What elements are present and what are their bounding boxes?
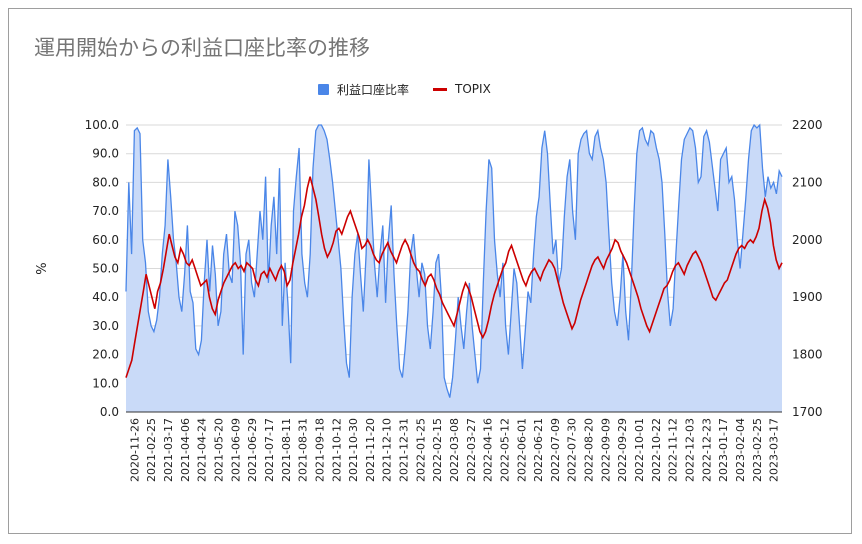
x-tick-label: 2021-10-30 [347, 418, 360, 482]
y-left-tick-label: 30.0 [92, 319, 119, 333]
legend-item-topix[interactable]: TOPIX [433, 82, 491, 96]
y-left-tick-label: 40.0 [92, 290, 119, 304]
x-tick-label: 2022-02-15 [431, 418, 444, 482]
y-left-tick-label: 90.0 [92, 147, 119, 161]
legend-label-profit-ratio: 利益口座比率 [337, 82, 410, 97]
x-tick-label: 2023-02-25 [751, 418, 764, 482]
y-left-tick-label: 0.0 [100, 405, 119, 419]
x-tick-label: 2021-09-18 [313, 418, 326, 482]
y-left-tick-label: 60.0 [92, 233, 119, 247]
legend-swatch-topix [433, 87, 448, 91]
y-right-tick-label: 2200 [792, 118, 823, 132]
x-tick-label: 2021-12-10 [381, 418, 394, 482]
x-tick-label: 2021-08-31 [297, 418, 310, 482]
y-axis-left-title: % [35, 262, 50, 274]
x-tick-label: 2022-06-01 [515, 418, 528, 482]
x-tick-label: 2022-11-12 [667, 418, 680, 482]
x-tick-label: 2021-04-06 [179, 418, 192, 482]
legend-label-topix: TOPIX [455, 82, 491, 96]
x-tick-label: 2021-04-24 [196, 418, 209, 482]
x-tick-label: 2021-07-17 [263, 418, 276, 482]
y-axis-left-ticks: 0.0 10.0 20.0 30.0 40.0 50.0 60.0 70.0 80.0 90.0 1… [85, 118, 119, 419]
x-tick-label: 2022-07-30 [566, 418, 579, 482]
y-right-tick-label: 1700 [792, 405, 823, 419]
x-tick-label: 2021-02-25 [145, 418, 158, 482]
y-right-tick-label: 2100 [792, 175, 823, 189]
legend: 利益口座比率 TOPIX [318, 80, 515, 98]
x-tick-label: 2021-11-20 [364, 418, 377, 482]
x-tick-label: 2021-10-12 [330, 418, 343, 482]
x-tick-label: 2020-11-26 [128, 418, 141, 482]
y-axis-right-ticks: 1700 1800 1900 2000 2100 2200 [792, 118, 823, 419]
x-tick-label: 2022-09-29 [616, 418, 629, 482]
chart-title: 運用開始からの利益口座比率の推移 [34, 36, 370, 60]
x-tick-label: 2022-03-08 [448, 418, 461, 482]
x-tick-label: 2021-05-20 [213, 418, 226, 482]
x-tick-label: 2021-03-17 [162, 418, 175, 482]
x-tick-label: 2022-12-03 [683, 418, 696, 482]
x-tick-label: 2022-01-25 [414, 418, 427, 482]
y-left-tick-label: 100.0 [85, 118, 119, 132]
x-tick-label: 2023-02-04 [734, 418, 747, 482]
x-tick-label: 2022-03-27 [465, 418, 478, 482]
x-tick-label: 2023-01-17 [717, 418, 730, 482]
y-left-tick-label: 10.0 [92, 376, 119, 390]
x-tick-label: 2021-08-11 [280, 418, 293, 482]
y-left-tick-label: 50.0 [92, 262, 119, 276]
x-axis-ticks: 2020-11-26 2021-02-25 2021-03-17 2021-04-06… [128, 418, 780, 482]
x-tick-label: 2022-07-09 [549, 418, 562, 482]
x-tick-label: 2021-12-31 [398, 418, 411, 482]
x-tick-label: 2022-12-23 [700, 418, 713, 482]
profit-ratio-area [126, 125, 782, 412]
x-tick-label: 2022-05-12 [498, 418, 511, 482]
legend-swatch-profit-ratio [318, 83, 329, 95]
y-right-tick-label: 2000 [792, 233, 823, 247]
topix-line [125, 176, 783, 378]
x-tick-label: 2022-04-16 [482, 418, 495, 482]
x-tick-label: 2022-08-20 [583, 418, 596, 482]
x-tick-label: 2021-06-29 [246, 418, 259, 482]
profit-ratio-line [125, 123, 783, 398]
x-tick-label: 2022-09-09 [599, 418, 612, 482]
y-left-tick-label: 80.0 [92, 175, 119, 189]
x-tick-label: 2022-06-21 [532, 418, 545, 482]
y-left-tick-label: 70.0 [92, 204, 119, 218]
y-right-tick-label: 1800 [792, 348, 823, 362]
x-tick-label: 2021-06-09 [229, 418, 242, 482]
x-tick-label: 2023-03-17 [768, 418, 781, 482]
y-right-tick-label: 1900 [792, 290, 823, 304]
x-tick-label: 2022-10-01 [633, 418, 646, 482]
y-left-tick-label: 20.0 [92, 348, 119, 362]
legend-item-profit-ratio[interactable]: 利益口座比率 [318, 81, 409, 98]
x-tick-label: 2022-10-22 [650, 418, 663, 482]
